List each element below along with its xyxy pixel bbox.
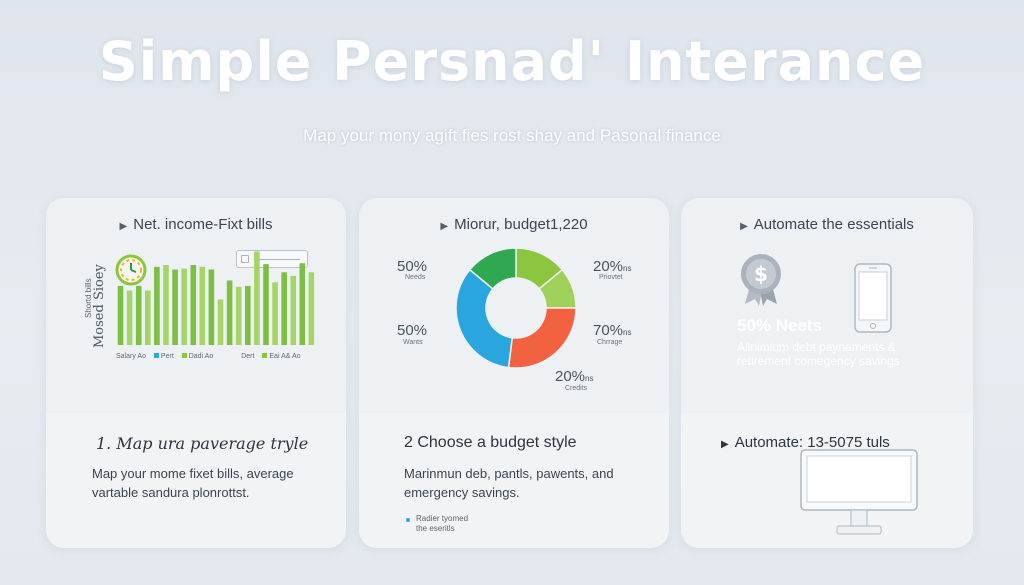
- bar: [135, 285, 142, 345]
- step-description: Map your mome fixet bills, average varta…: [92, 464, 294, 502]
- label-priority: Priovtet: [599, 274, 623, 281]
- needs-description-line: Alinimium debt paynaments &: [737, 340, 896, 354]
- label-credits-pct: 20%ns: [555, 368, 593, 385]
- caret-right-icon: ▶: [740, 221, 748, 232]
- dollar-badge-icon: $: [741, 254, 781, 306]
- label-credits: Credits: [565, 385, 588, 392]
- label-needs-pct: 50%: [397, 258, 428, 275]
- bar: [145, 290, 151, 345]
- legend-swatch-blue: [153, 353, 159, 358]
- card-heading: ▶ Miorur, budget1,220: [359, 216, 669, 233]
- card-heading: ▶ Net. income-Fixt bills: [46, 216, 346, 233]
- bar: [217, 299, 224, 345]
- bar: [290, 275, 297, 345]
- step-description: Marinmun deb, pantls, pawents, and emerg…: [404, 464, 614, 502]
- label-credits-value: 20%: [555, 368, 586, 385]
- legend-item: Dert: [241, 353, 255, 360]
- card-lower-panel: [359, 413, 669, 548]
- bar: [254, 251, 260, 345]
- bar: [299, 263, 306, 345]
- step-description-line: Marinmun deb, pantls, pawents, and: [404, 466, 614, 481]
- bar: [199, 266, 206, 345]
- square-icon: [241, 255, 249, 263]
- phone-icon: [854, 263, 892, 333]
- legend-item: Eai: [269, 353, 280, 360]
- donut-slice: [507, 307, 577, 369]
- donut-slice: [455, 268, 514, 369]
- caret-right-icon: ▶: [119, 221, 128, 232]
- search-line: [254, 259, 300, 260]
- bar: [154, 266, 160, 345]
- note-line: the eseritls: [416, 524, 455, 533]
- legend-item: Salary Ao: [116, 353, 146, 360]
- legend-item: Ao: [291, 353, 301, 360]
- bar: [181, 268, 187, 345]
- bullet-dot-icon: [406, 518, 410, 522]
- bar: [245, 285, 251, 345]
- search-input[interactable]: [236, 250, 308, 268]
- bar: [126, 290, 133, 345]
- bar: [208, 269, 215, 345]
- bar: [263, 264, 269, 345]
- label-priority-suffix: ns: [623, 264, 632, 273]
- donut-slice: [468, 247, 517, 290]
- bar: [308, 272, 315, 345]
- label-change-pct: 70%ns: [593, 322, 631, 339]
- donut-chart: [455, 247, 577, 369]
- step-title-text: Automate: 13-5075 tuls: [734, 434, 890, 451]
- step-description-line: vartable sandura plonrottst.: [92, 485, 250, 500]
- bar: [172, 269, 178, 345]
- card-income-bills[interactable]: ▶ Net. income-Fixt bills Shortd bills Mos…: [46, 198, 346, 548]
- bar: [281, 272, 287, 345]
- monitor-icon: [800, 449, 918, 535]
- bar: [226, 280, 233, 345]
- label-priority-pct: 20%ns: [593, 258, 631, 275]
- label-wants-pct: 50%: [397, 322, 428, 339]
- page-subtitle: Map your mony agift fies rost shay and P…: [303, 126, 721, 145]
- bar: [163, 265, 169, 345]
- card-heading-text: Net. income-Fixt bills: [133, 216, 273, 233]
- label-needs: Needs: [405, 274, 426, 281]
- legend-item: Pert: [160, 353, 174, 360]
- note-line: Radier tyomed: [416, 514, 469, 523]
- card-heading-text: Automate the essentials: [753, 216, 914, 233]
- step-title: ▶ Automate: 13-5075 tuls: [721, 434, 890, 451]
- label-change-value: 70%: [593, 322, 624, 339]
- bar-chart: [117, 251, 315, 345]
- bar: [190, 265, 197, 345]
- chart-legend: Salary Ao Pert Dadi Ao Dert Eai A& Ao: [116, 353, 301, 360]
- bar: [235, 286, 242, 345]
- page-title: Simple Persnad' Interance: [98, 30, 926, 93]
- needs-description-line: retirement comegency savings: [737, 354, 900, 368]
- label-change: Chrrage: [597, 339, 623, 346]
- step-title: 1. Map ura paverage tryle: [96, 434, 309, 453]
- needs-description: Alinimium debt paynaments & retirement c…: [737, 340, 900, 368]
- card-heading-text: Miorur, budget1,220: [454, 216, 588, 233]
- clock-icon: [115, 254, 147, 286]
- legend-swatch-green: [181, 353, 187, 358]
- note: Radier tyomed the eseritls: [416, 514, 468, 534]
- bar: [272, 282, 278, 345]
- chart-side-label-big: Mosed Sioey: [92, 264, 107, 348]
- step-description-line: emergency savings.: [404, 485, 520, 500]
- svg-text:$: $: [754, 262, 768, 286]
- card-budget[interactable]: ▶ Miorur, budget1,220 50% Needs 50% Wants…: [359, 198, 669, 548]
- label-wants: Wants: [403, 339, 423, 346]
- step-title: 2 Choose a budget style: [404, 434, 577, 451]
- caret-right-icon: ▶: [721, 439, 729, 450]
- caret-right-icon: ▶: [440, 221, 449, 232]
- card-automate[interactable]: ▶ Automate the essentials $ 50% Neets Ali…: [681, 198, 973, 548]
- card-heading: ▶ Automate the essentials: [681, 216, 973, 233]
- card-lower-panel: [46, 413, 346, 548]
- legend-swatch-green: [262, 353, 268, 358]
- needs-heading: 50% Neets: [737, 316, 823, 335]
- legend-item: A&: [281, 353, 291, 360]
- bar: [117, 285, 124, 345]
- legend-item: Dadi Ao: [188, 353, 214, 360]
- step-description-line: Map your mome fixet bills, average: [92, 466, 294, 481]
- label-priority-value: 20%: [593, 258, 624, 275]
- label-change-suffix: ns: [623, 328, 632, 337]
- label-credits-suffix: ns: [585, 374, 594, 383]
